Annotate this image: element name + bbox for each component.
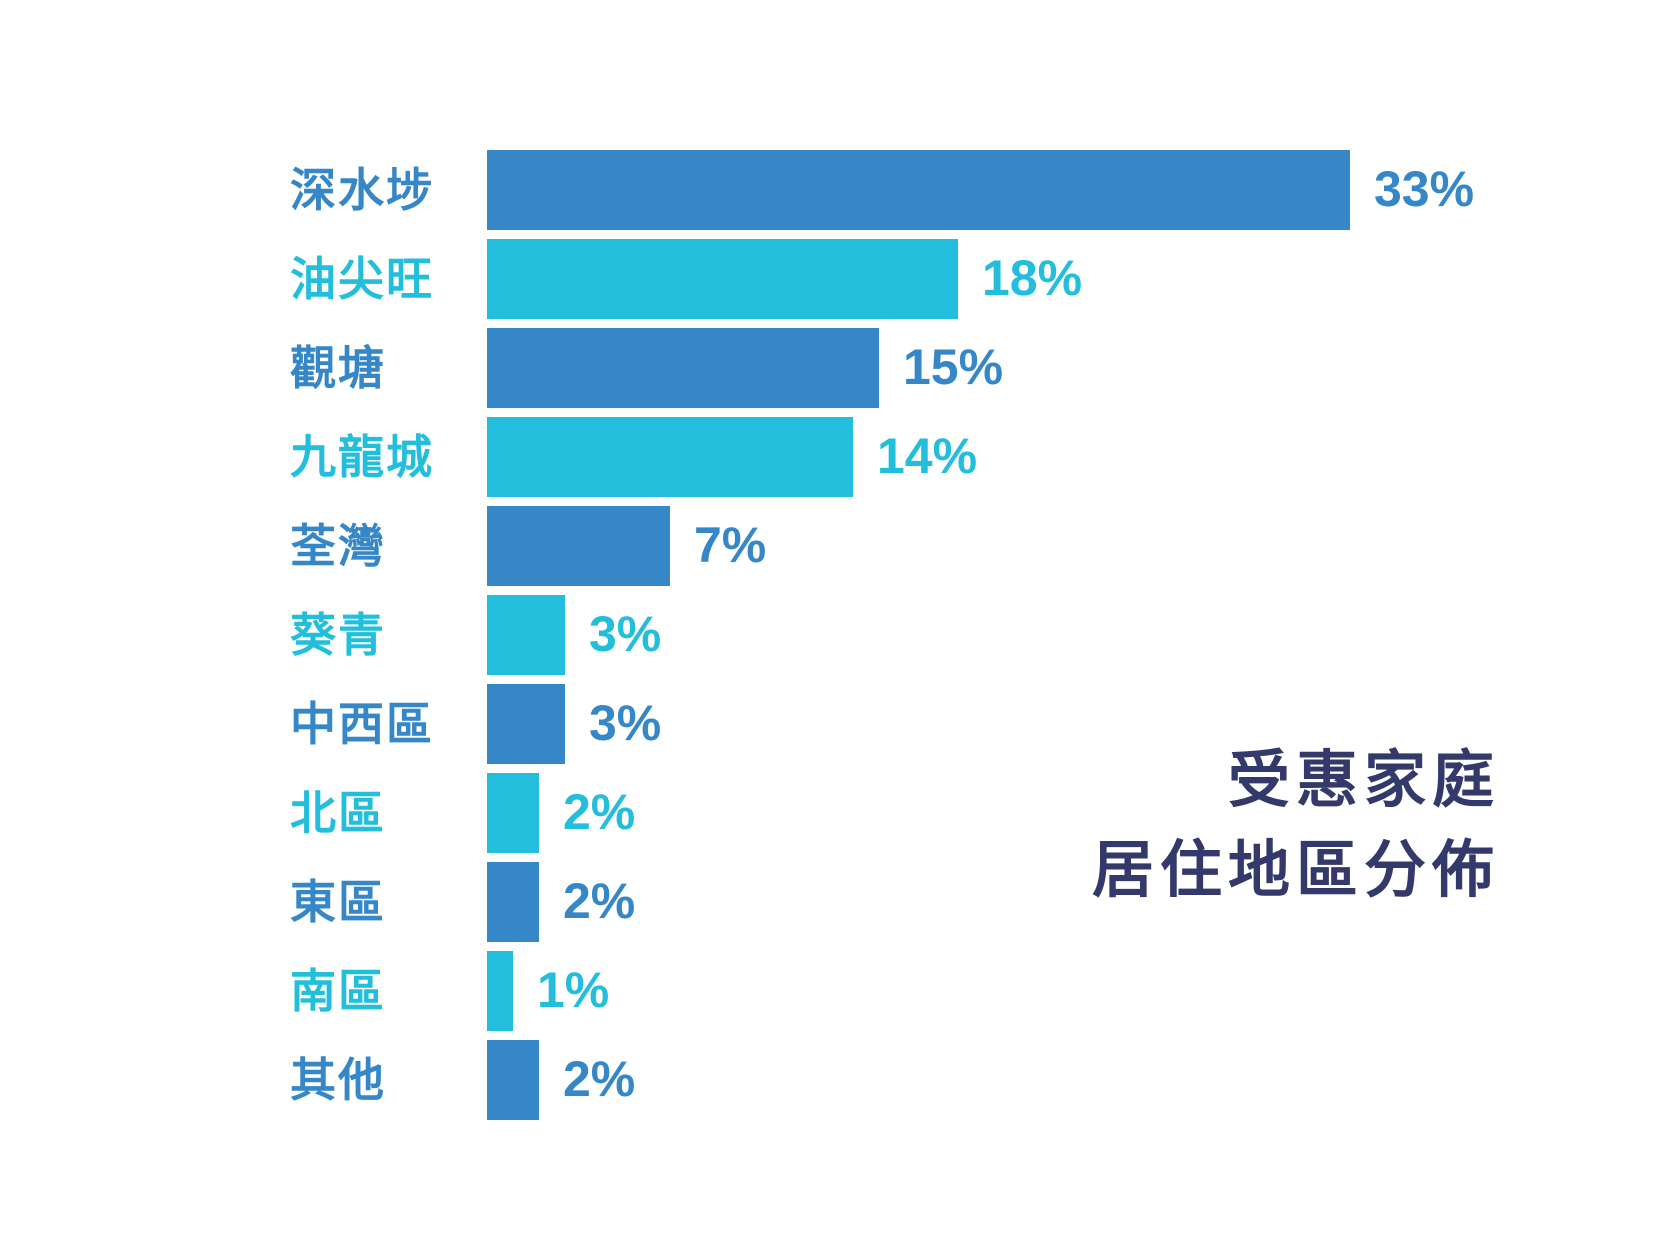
bar-row: 荃灣 7%	[0, 506, 1680, 586]
bar-row: 南區 1%	[0, 951, 1680, 1031]
value-label: 7%	[694, 517, 767, 573]
bar-row: 東區 2%	[0, 862, 1680, 942]
value-label: 18%	[982, 250, 1083, 306]
category-label: 其他	[290, 1053, 386, 1107]
value-label: 1%	[537, 962, 610, 1018]
bar-row: 中西區 3%	[0, 684, 1680, 764]
bar	[487, 506, 670, 586]
bar	[487, 417, 853, 497]
value-label: 14%	[877, 428, 978, 484]
value-label: 3%	[589, 695, 662, 751]
category-label: 油尖旺	[290, 252, 434, 306]
category-label: 深水埗	[290, 163, 434, 217]
bar	[487, 862, 539, 942]
value-label: 3%	[589, 606, 662, 662]
bar-row: 觀塘 15%	[0, 328, 1680, 408]
category-label: 荃灣	[290, 519, 386, 573]
value-label: 15%	[903, 339, 1004, 395]
bar	[487, 150, 1350, 230]
bar	[487, 684, 565, 764]
bar	[487, 1040, 539, 1120]
value-label: 2%	[563, 873, 636, 929]
chart-title-line-2: 居住地區分佈	[1091, 833, 1500, 906]
bar-row: 北區 2%	[0, 773, 1680, 853]
bar	[487, 951, 513, 1031]
bar-row: 油尖旺 18%	[0, 239, 1680, 319]
category-label: 觀塘	[290, 341, 386, 395]
category-label: 中西區	[290, 697, 434, 751]
bar	[487, 239, 958, 319]
category-label: 北區	[290, 786, 386, 840]
category-label: 南區	[290, 964, 386, 1018]
value-label: 33%	[1374, 161, 1475, 217]
bar	[487, 595, 565, 675]
bar-row: 深水埗 33%	[0, 150, 1680, 230]
bar-row: 其他 2%	[0, 1040, 1680, 1120]
chart-title-line-1: 受惠家庭	[1227, 743, 1500, 816]
value-label: 2%	[563, 784, 636, 840]
category-label: 葵青	[290, 608, 386, 662]
bar	[487, 328, 879, 408]
category-label: 九龍城	[290, 430, 434, 484]
bar	[487, 773, 539, 853]
bar-row: 葵青 3%	[0, 595, 1680, 675]
category-label: 東區	[290, 875, 386, 929]
bar-row: 九龍城 14%	[0, 417, 1680, 497]
value-label: 2%	[563, 1051, 636, 1107]
